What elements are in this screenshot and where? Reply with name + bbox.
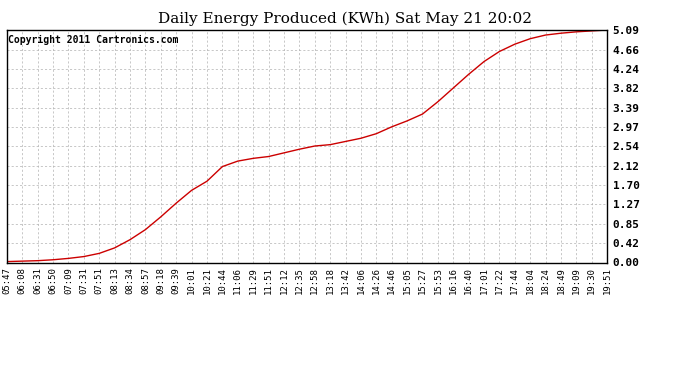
Text: Daily Energy Produced (KWh) Sat May 21 20:02: Daily Energy Produced (KWh) Sat May 21 2…	[158, 11, 532, 26]
Text: Copyright 2011 Cartronics.com: Copyright 2011 Cartronics.com	[8, 34, 179, 45]
